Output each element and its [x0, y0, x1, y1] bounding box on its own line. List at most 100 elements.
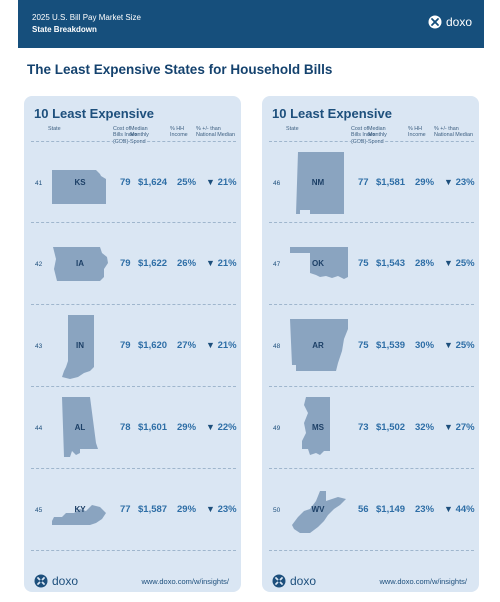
arkansas-map-icon — [288, 311, 348, 381]
rank: 42 — [35, 261, 43, 268]
state-abbr: IN — [76, 341, 84, 350]
page-title: The Least Expensive States for Household… — [27, 62, 333, 77]
cob-value: 56 — [358, 504, 369, 515]
state-abbr: AL — [74, 423, 86, 432]
indiana-map-icon — [50, 311, 110, 381]
spend-value: $1,622 — [138, 258, 168, 269]
table-row: 47 OK 75 $1,543 28% ▼ 25% — [269, 223, 475, 305]
national-pct: 25% — [455, 258, 475, 269]
cob-value: 73 — [358, 422, 369, 433]
national-pct: 25% — [455, 340, 475, 351]
oklahoma-map-icon — [288, 229, 348, 299]
col-header-income: % HH Income — [170, 126, 188, 139]
down-arrow-icon: ▼ — [444, 258, 453, 268]
spend-value: $1,149 — [376, 504, 406, 515]
doxo-logo-text: doxo — [52, 574, 79, 588]
table-row: 50 WV 56 $1,149 23% ▼ 44% — [269, 469, 475, 551]
table-row: 45 KY 77 $1,587 29% ▼ 23% — [31, 469, 237, 551]
spend-value: $1,587 — [138, 504, 168, 515]
doxo-logo-text: doxo — [445, 15, 472, 29]
income-value: 29% — [415, 177, 435, 188]
spend-value: $1,502 — [376, 422, 406, 433]
mississippi-map-icon — [288, 393, 348, 463]
income-value: 26% — [177, 258, 197, 269]
cob-value: 77 — [358, 177, 369, 188]
income-value: 29% — [177, 422, 197, 433]
alabama-map-icon — [50, 393, 110, 463]
rank: 49 — [273, 425, 281, 432]
spend-value: $1,601 — [138, 422, 168, 433]
doxo-logo[interactable]: doxo — [428, 15, 472, 29]
down-arrow-icon: ▼ — [206, 340, 215, 350]
kansas-map-icon — [50, 148, 110, 218]
national-pct: 23% — [455, 177, 475, 188]
state-table: 41 KS 79 $1,624 25% ▼ 21% 42 IA 79 $1,62… — [31, 141, 237, 551]
insights-link[interactable]: www.doxo.com/w/insights/ — [141, 577, 229, 586]
table-row: 48 AR 75 $1,539 30% ▼ 25% — [269, 305, 475, 387]
down-arrow-icon: ▼ — [206, 422, 215, 432]
col-header-national: % +/- than National Median — [434, 126, 473, 139]
doxo-logo[interactable]: doxo — [272, 574, 316, 588]
table-row: 42 IA 79 $1,622 26% ▼ 21% — [31, 223, 237, 305]
table-row: 49 MS 73 $1,502 32% ▼ 27% — [269, 387, 475, 469]
income-value: 29% — [177, 504, 197, 515]
kentucky-map-icon — [50, 475, 110, 545]
iowa-map-icon — [50, 229, 110, 299]
income-value: 28% — [415, 258, 435, 269]
down-arrow-icon: ▼ — [206, 177, 215, 187]
col-header-income: % HH Income — [408, 126, 426, 139]
col-header-national: % +/- than National Median — [196, 126, 235, 139]
report-header: 2025 U.S. Bill Pay Market Size State Bre… — [18, 0, 484, 48]
table-row: 44 AL 78 $1,601 29% ▼ 22% — [31, 387, 237, 469]
rank: 44 — [35, 425, 43, 432]
national-pct: 44% — [455, 504, 475, 515]
down-arrow-icon: ▼ — [206, 504, 215, 514]
national-pct: 22% — [217, 422, 237, 433]
income-value: 30% — [415, 340, 435, 351]
state-abbr: MS — [312, 423, 324, 432]
panel-title: 10 Least Expensive — [34, 106, 154, 121]
right-panel: 10 Least Expensive State Cost of Bills I… — [262, 96, 479, 592]
report-supertitle: 2025 U.S. Bill Pay Market Size — [32, 13, 141, 22]
rank: 48 — [273, 343, 281, 350]
rank: 46 — [273, 180, 281, 187]
col-header-state: State — [286, 126, 299, 132]
state-abbr: KY — [74, 505, 86, 514]
state-abbr: WV — [311, 505, 325, 514]
cob-value: 75 — [358, 258, 369, 269]
doxo-logo-text: doxo — [290, 574, 317, 588]
doxo-logo-icon — [428, 15, 442, 29]
left-panel: 10 Least Expensive State Cost of Bills I… — [24, 96, 241, 592]
spend-value: $1,543 — [376, 258, 406, 269]
down-arrow-icon: ▼ — [444, 504, 453, 514]
doxo-logo-icon — [272, 574, 286, 588]
national-pct: 21% — [217, 177, 237, 188]
panel-footer: doxo www.doxo.com/w/insights/ — [24, 574, 241, 588]
rank: 45 — [35, 507, 43, 514]
national-pct: 23% — [217, 504, 237, 515]
panel-footer: doxo www.doxo.com/w/insights/ — [262, 574, 479, 588]
west-virginia-map-icon — [288, 475, 348, 545]
rank: 43 — [35, 343, 43, 350]
rank: 50 — [273, 507, 281, 514]
national-pct: 27% — [455, 422, 475, 433]
report-subtitle: State Breakdown — [32, 25, 97, 34]
table-row: 46 NM 77 $1,581 29% ▼ 23% — [269, 141, 475, 223]
cob-value: 79 — [120, 177, 131, 188]
doxo-logo-icon — [34, 574, 48, 588]
cob-value: 78 — [120, 422, 131, 433]
cob-value: 75 — [358, 340, 369, 351]
national-pct: 21% — [217, 340, 237, 351]
panel-title: 10 Least Expensive — [272, 106, 392, 121]
cob-value: 77 — [120, 504, 131, 515]
down-arrow-icon: ▼ — [206, 258, 215, 268]
doxo-logo[interactable]: doxo — [34, 574, 78, 588]
national-pct: 21% — [217, 258, 237, 269]
spend-value: $1,539 — [376, 340, 406, 351]
spend-value: $1,620 — [138, 340, 168, 351]
insights-link[interactable]: www.doxo.com/w/insights/ — [379, 577, 467, 586]
income-value: 25% — [177, 177, 197, 188]
income-value: 23% — [415, 504, 435, 515]
table-row: 41 KS 79 $1,624 25% ▼ 21% — [31, 141, 237, 223]
down-arrow-icon: ▼ — [444, 177, 453, 187]
